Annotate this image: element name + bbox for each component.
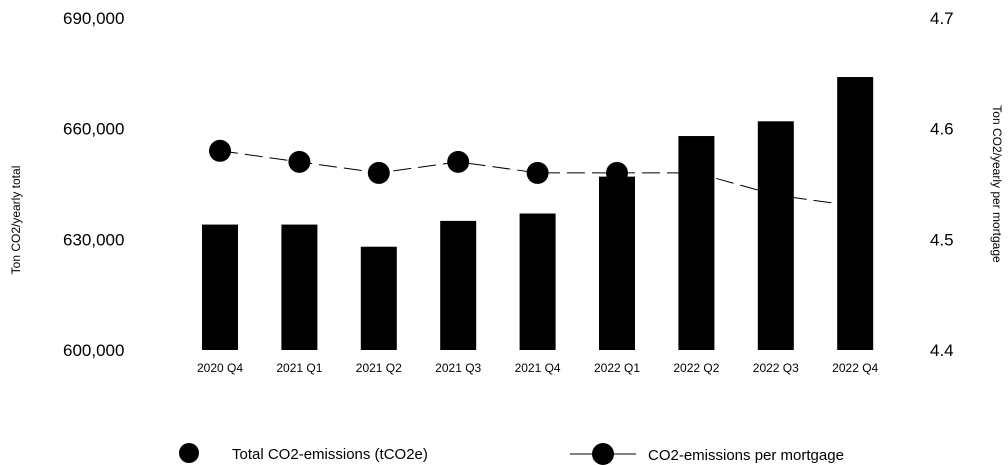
- legend-marker-per-mortgage: [592, 443, 614, 465]
- right-tick-label: 4.4: [930, 341, 954, 360]
- x-tick-label: 2021 Q1: [276, 361, 322, 375]
- x-tick-label: 2022 Q3: [753, 361, 799, 375]
- line-series-markers: [209, 139, 628, 184]
- x-tick-label: 2021 Q3: [435, 361, 481, 375]
- line-point: [526, 161, 549, 184]
- left-axis-label: Ton CO2/yearly total: [9, 166, 23, 275]
- left-tick-label: 630,000: [63, 230, 124, 249]
- right-tick-label: 4.7: [930, 9, 954, 28]
- right-axis-label: Ton CO2/yearly per mortgage: [990, 105, 1004, 263]
- bar: [519, 213, 556, 350]
- x-tick-label: 2022 Q2: [673, 361, 719, 375]
- legend-label-per-mortgage: CO2-emissions per mortgage: [648, 447, 844, 464]
- bar-series: [202, 77, 874, 351]
- x-tick-label: 2021 Q4: [515, 361, 561, 375]
- line-point: [367, 161, 390, 184]
- line-point: [447, 150, 470, 173]
- x-tick-label: 2021 Q2: [356, 361, 402, 375]
- bar: [202, 224, 238, 350]
- bar: [360, 246, 397, 350]
- bar: [440, 220, 477, 350]
- bar: [678, 136, 715, 350]
- bar: [837, 77, 874, 351]
- legend: Total CO2-emissions (tCO2e) CO2-emission…: [179, 443, 844, 465]
- right-tick-label: 4.5: [930, 230, 954, 249]
- x-tick-label: 2022 Q1: [594, 361, 640, 375]
- legend-label-total: Total CO2-emissions (tCO2e): [232, 446, 428, 463]
- right-axis-ticks: 4.4 4.5 4.6 4.7: [930, 9, 954, 360]
- line-point: [288, 150, 311, 173]
- legend-marker-total: [179, 443, 199, 463]
- line-point: [606, 161, 628, 184]
- line-point: [209, 139, 231, 162]
- line-series-path: [219, 150, 856, 207]
- x-tick-label: 2022 Q4: [832, 361, 878, 375]
- bar: [281, 224, 318, 350]
- left-axis-ticks: 600,000 630,000 660,000 690,000: [63, 9, 124, 360]
- left-tick-label: 600,000: [63, 341, 124, 360]
- bar: [599, 176, 635, 350]
- left-tick-label: 690,000: [63, 9, 124, 28]
- x-tick-label: 2020 Q4: [197, 361, 243, 375]
- bar: [757, 121, 794, 351]
- x-axis-ticks: 2020 Q4 2021 Q1 2021 Q2 2021 Q3 2021 Q4 2022 …: [197, 361, 879, 375]
- left-tick-label: 660,000: [63, 120, 124, 139]
- right-tick-label: 4.6: [930, 120, 954, 139]
